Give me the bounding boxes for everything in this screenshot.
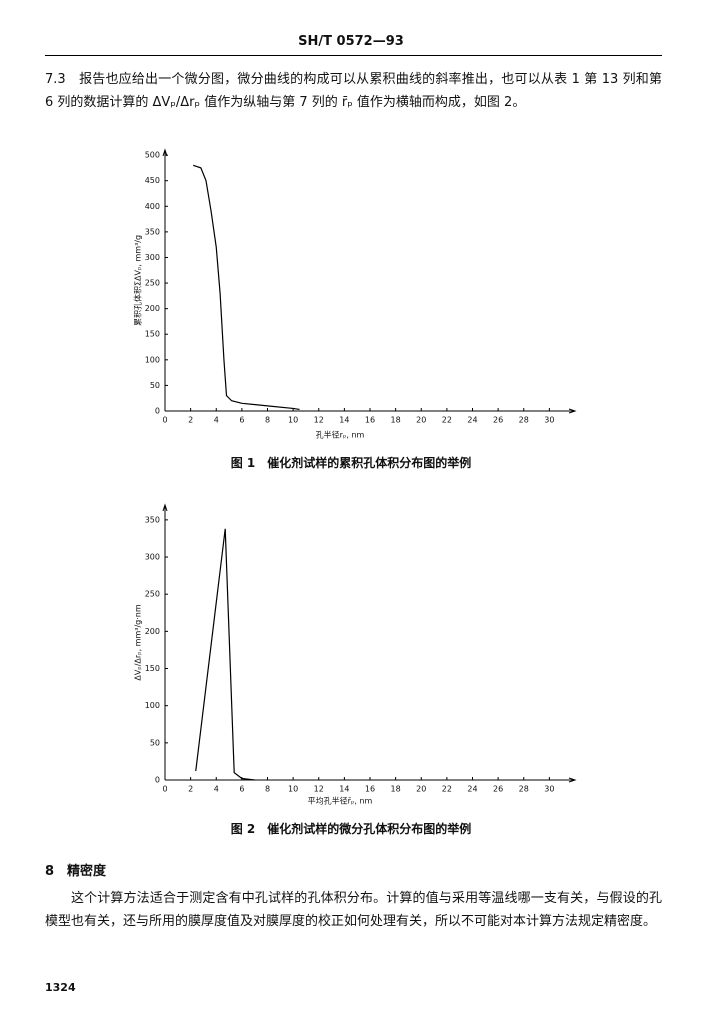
x-tick-label: 14	[339, 416, 349, 425]
y-axis-label: ΔVₚ/Δrₚ, mm³/g·nm	[134, 604, 143, 681]
axis-arrow	[568, 408, 577, 414]
section-heading: 8 精密度	[45, 864, 107, 879]
x-tick-label: 16	[365, 416, 375, 425]
x-tick-label: 14	[339, 785, 349, 794]
x-tick-label: 20	[416, 416, 426, 425]
x-tick-label: 6	[239, 416, 244, 425]
x-tick-label: 30	[544, 416, 554, 425]
header-title: SH/T 0572—93	[298, 34, 404, 49]
x-tick-label: 2	[188, 416, 193, 425]
data-line	[192, 164, 300, 411]
y-tick-label: 50	[150, 738, 160, 747]
x-tick-label: 26	[493, 785, 503, 794]
x-axis-label: 平均孔半径r̄ₚ, nm	[308, 796, 373, 806]
x-tick-label: 10	[288, 785, 298, 794]
x-tick-label: 18	[391, 785, 401, 794]
x-tick-label: 16	[365, 785, 375, 794]
data-line	[195, 528, 255, 781]
x-tick-label: 8	[265, 416, 270, 425]
x-tick-label: 6	[239, 785, 244, 794]
x-tick-label: 4	[214, 416, 219, 425]
y-tick-label: 200	[145, 304, 160, 313]
y-tick-label: 0	[155, 776, 160, 785]
y-tick-label: 50	[150, 381, 160, 390]
x-tick-label: 12	[314, 785, 324, 794]
y-tick-label: 350	[145, 227, 160, 236]
x-tick-label: 4	[214, 785, 219, 794]
x-tick-label: 10	[288, 416, 298, 425]
y-tick-label: 250	[145, 590, 160, 599]
y-tick-label: 150	[145, 330, 160, 339]
x-tick-label: 8	[265, 785, 270, 794]
x-tick-label: 12	[314, 416, 324, 425]
x-tick-label: 20	[416, 785, 426, 794]
axis-arrow	[568, 777, 577, 783]
page-number: 1324	[45, 981, 76, 994]
y-tick-label: 400	[145, 202, 160, 211]
y-tick-label: 100	[145, 355, 160, 364]
x-tick-label: 30	[544, 785, 554, 794]
x-tick-label: 2	[188, 785, 193, 794]
x-tick-label: 24	[467, 416, 477, 425]
x-tick-label: 0	[162, 785, 167, 794]
y-tick-label: 350	[145, 515, 160, 524]
chart: 0 2 4 6 8 10 12 14 16 18 20 22 24 26 28 300501001502002…	[134, 503, 577, 806]
y-axis-label: 累积孔体积ΣΔVₚ, mm³/g	[133, 235, 143, 326]
y-tick-label: 200	[145, 627, 160, 636]
y-tick-label: 250	[145, 279, 160, 288]
x-tick-label: 28	[519, 785, 529, 794]
caption: 图 2 催化剂试样的微分孔体积分布图的举例	[230, 822, 472, 836]
y-tick-label: 500	[145, 151, 160, 160]
caption: 图 1 催化剂试样的累积孔体积分布图的举例	[230, 456, 472, 470]
x-tick-label: 18	[391, 416, 401, 425]
paragraph: 7.3 报告也应给出一个微分图，微分曲线的构成可以从累积曲线的斜率推出，也可以从…	[45, 72, 662, 110]
x-tick-label: 0	[162, 416, 167, 425]
y-tick-label: 0	[155, 407, 160, 416]
axis-arrow	[162, 148, 168, 157]
y-tick-label: 300	[145, 253, 160, 262]
header-rule	[45, 55, 662, 56]
y-tick-label: 300	[145, 553, 160, 562]
y-tick-label: 100	[145, 701, 160, 710]
x-tick-label: 28	[519, 416, 529, 425]
paragraph: 这个计算方法适合于测定含有中孔试样的孔体积分布。计算的值与采用等温线哪一支有关，…	[45, 891, 662, 929]
x-tick-label: 26	[493, 416, 503, 425]
x-tick-label: 22	[442, 416, 452, 425]
x-axis-label: 孔半径rₚ, nm	[316, 430, 365, 440]
y-tick-label: 450	[145, 176, 160, 185]
x-tick-label: 24	[467, 785, 477, 794]
chart: 0 2 4 6 8 10 12 14 16 18 20 22 24 26 28 300501001502002…	[133, 148, 577, 440]
y-tick-label: 150	[145, 664, 160, 673]
axis-arrow	[162, 503, 168, 512]
x-tick-label: 22	[442, 785, 452, 794]
